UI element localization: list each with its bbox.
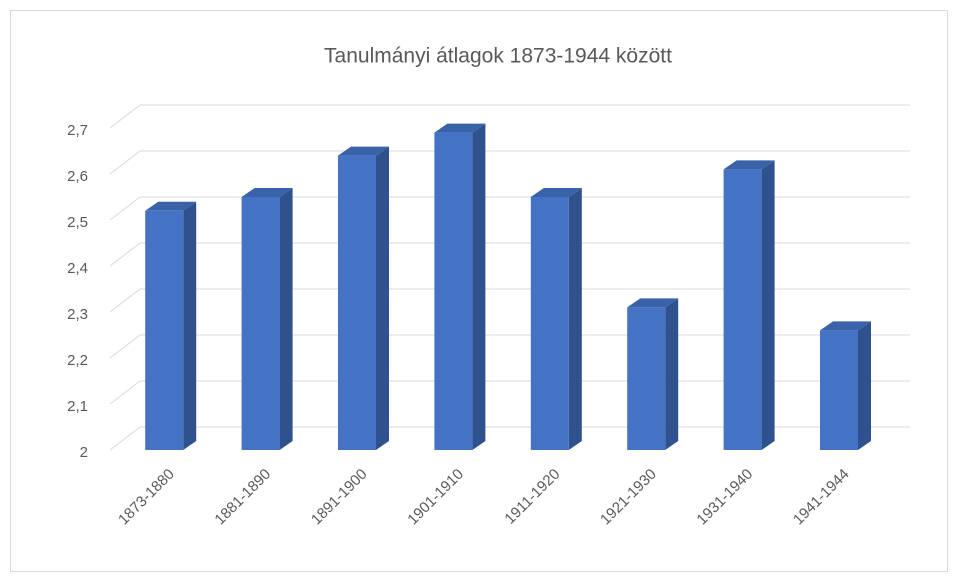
bar (145, 210, 184, 450)
y-tick-label: 2,3 (67, 306, 88, 323)
bar-side (472, 123, 486, 450)
chart-title: Tanulmányi átlagok 1873-1944 között (324, 45, 672, 68)
bar-side (376, 146, 389, 450)
bar-top (338, 146, 389, 156)
y-tick-label: 2,2 (67, 352, 88, 369)
bar-group (338, 146, 389, 450)
bar (434, 132, 473, 450)
bar-side (279, 188, 293, 450)
bar-top (145, 201, 197, 211)
bar-group (723, 160, 775, 450)
bar-top (820, 321, 871, 331)
bar-group (820, 321, 871, 450)
y-tick-label: 2 (80, 444, 88, 461)
bar-side (858, 321, 871, 450)
y-tick-label: 2,1 (67, 398, 88, 415)
bar-group (627, 298, 679, 450)
bar-top (241, 188, 293, 197)
bar (723, 169, 762, 450)
bar-side (183, 201, 197, 450)
y-tick-label: 2,6 (67, 168, 88, 185)
bar (627, 307, 666, 450)
bar-side (761, 160, 775, 450)
bar (820, 330, 858, 450)
bar-group (241, 188, 293, 450)
grid-line (109, 150, 910, 175)
y-tick-label: 2,5 (67, 214, 88, 231)
bar-group (145, 201, 197, 450)
bar-group (434, 123, 486, 450)
grid-line (109, 196, 910, 221)
bar (530, 197, 569, 450)
bar-top (530, 188, 582, 197)
y-tick-label: 2,4 (67, 260, 88, 277)
bar-side (665, 298, 679, 450)
bar-top (627, 298, 679, 308)
bar-side (568, 188, 582, 450)
bar-top (723, 160, 775, 170)
bar-top (434, 123, 486, 133)
grid-line (109, 104, 910, 129)
bar (338, 155, 376, 450)
bar (241, 197, 280, 450)
grid-line (109, 242, 910, 267)
y-tick-label: 2,7 (67, 122, 88, 139)
bar-group (530, 188, 582, 450)
grid-line (109, 288, 910, 313)
